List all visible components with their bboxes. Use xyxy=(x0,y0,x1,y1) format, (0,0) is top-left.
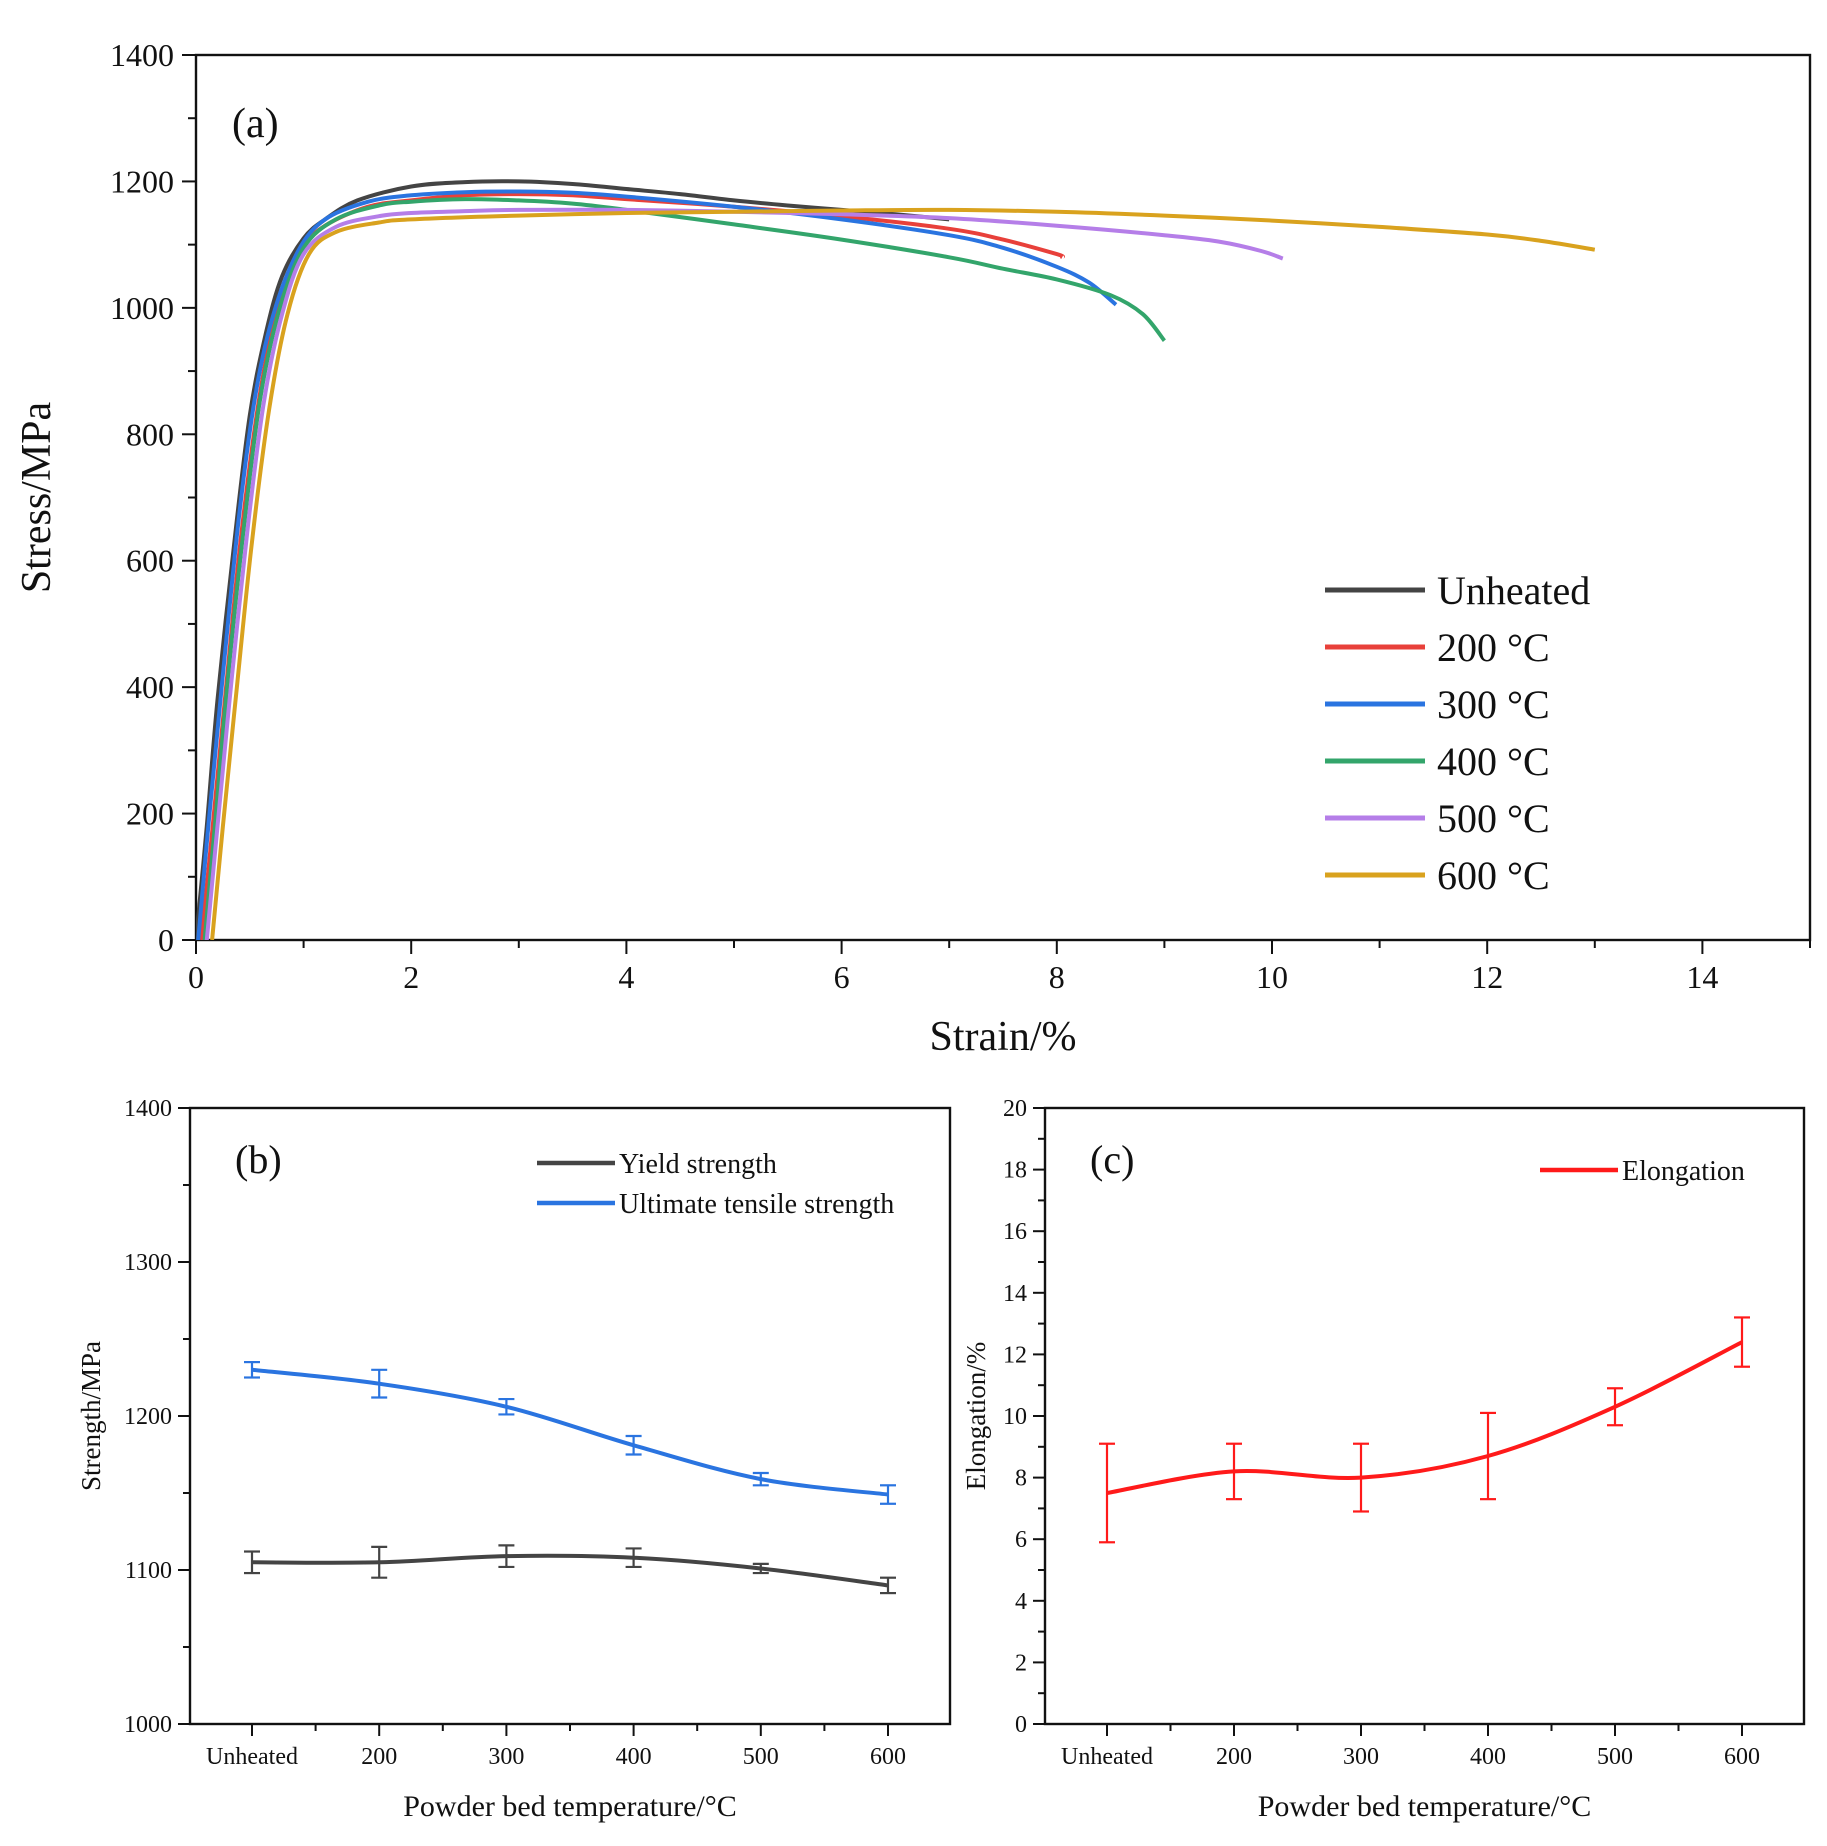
x-tick-label-b: Unheated xyxy=(206,1744,298,1770)
error-bar-c-0-3 xyxy=(1480,1411,1496,1501)
plot-frame-a xyxy=(194,53,1812,942)
x-tick-label-b: 600 xyxy=(870,1744,906,1770)
error-bar-b-1-0 xyxy=(244,1360,260,1379)
error-bar-b-0-1 xyxy=(371,1545,388,1579)
x-tick-label-b: 500 xyxy=(743,1744,779,1770)
x-tick-label-b: 200 xyxy=(361,1744,397,1770)
panel-label-c: (c) xyxy=(1090,1137,1134,1182)
y-tick-label-c: 4 xyxy=(1015,1589,1027,1615)
y-tick-label-b: 1100 xyxy=(125,1558,172,1584)
x-tick-label-b: 300 xyxy=(488,1744,524,1770)
x-tick-label-c: 400 xyxy=(1470,1744,1506,1770)
y-tick-label-a: 0 xyxy=(158,922,174,958)
error-bar-b-0-0 xyxy=(244,1550,260,1575)
x-axis-label-c: Powder bed temperature/°C xyxy=(1258,1790,1592,1823)
error-bar-c-0-0 xyxy=(1099,1442,1115,1544)
x-tick-label-a: 10 xyxy=(1256,959,1288,995)
y-axis-label-a: Stress/MPa xyxy=(14,401,60,593)
error-bar-b-0-2 xyxy=(498,1544,515,1569)
x-axis-label-a: Strain/% xyxy=(930,1014,1077,1060)
series-line-a-5 xyxy=(210,207,1596,940)
plot-frame-c xyxy=(1043,1106,1806,1726)
series-line-a-3 xyxy=(202,197,1166,940)
y-tick-label-c: 8 xyxy=(1015,1466,1027,1492)
x-tick-label-a: 6 xyxy=(834,959,850,995)
panel-c: Unheated 200 300 400 500 600 0 2 4 6 8 10 12 14 16 18 20… xyxy=(961,1096,1806,1823)
y-tick-label-c: 18 xyxy=(1003,1158,1027,1184)
legend-label-a-0: Unheated xyxy=(1437,568,1590,613)
y-tick-label-c: 12 xyxy=(1003,1342,1027,1368)
x-tick-label-a: 14 xyxy=(1686,959,1718,995)
x-tick-label-c: 300 xyxy=(1343,1744,1379,1770)
y-tick-label-a: 1400 xyxy=(110,37,174,73)
series-line-c-0 xyxy=(1106,1340,1743,1495)
x-tick-label-a: 12 xyxy=(1471,959,1503,995)
y-tick-label-a: 1000 xyxy=(110,290,174,326)
y-tick-label-a: 200 xyxy=(126,796,174,832)
error-bar-b-1-4 xyxy=(752,1471,769,1487)
error-bar-b-0-5 xyxy=(880,1576,896,1595)
x-tick-label-a: 4 xyxy=(618,959,634,995)
y-tick-label-a: 400 xyxy=(126,669,174,705)
y-tick-label-c: 10 xyxy=(1003,1404,1027,1430)
legend-label-a-5: 600 °C xyxy=(1437,853,1550,898)
error-bar-c-0-4 xyxy=(1607,1387,1623,1427)
panel-b: Unheated 200 300 400 500 600 1000 1100 1200 1300 1… xyxy=(76,1096,952,1823)
panel-label-b: (b) xyxy=(235,1137,282,1182)
error-bar-b-0-3 xyxy=(625,1547,642,1569)
x-tick-label-a: 0 xyxy=(188,959,204,995)
error-bar-c-0-2 xyxy=(1353,1442,1369,1513)
legend-label-c-0: Elongation xyxy=(1622,1156,1745,1187)
error-bar-b-0-4 xyxy=(752,1562,769,1575)
error-bar-b-1-2 xyxy=(498,1397,515,1416)
legend-label-b-1: Ultimate tensile strength xyxy=(619,1189,894,1220)
series-line-a-0 xyxy=(196,179,950,940)
x-tick-label-a: 8 xyxy=(1049,959,1065,995)
legend-label-a-4: 500 °C xyxy=(1437,796,1550,841)
y-tick-label-c: 14 xyxy=(1003,1281,1027,1307)
y-tick-label-c: 6 xyxy=(1015,1527,1027,1553)
x-tick-label-b: 400 xyxy=(616,1744,652,1770)
series-line-b-0 xyxy=(251,1553,889,1588)
x-axis-label-b: Powder bed temperature/°C xyxy=(403,1790,737,1823)
legend-label-b-0: Yield strength xyxy=(619,1149,777,1180)
series-line-a-4 xyxy=(204,207,1284,940)
y-tick-label-c: 2 xyxy=(1015,1650,1027,1676)
error-bar-c-0-1 xyxy=(1226,1442,1242,1501)
x-tick-label-c: Unheated xyxy=(1061,1744,1153,1770)
y-tick-label-b: 1000 xyxy=(124,1712,172,1738)
series-line-a-2 xyxy=(196,189,1118,940)
legend-label-a-3: 400 °C xyxy=(1437,739,1550,784)
y-axis-label-c: Elongation/% xyxy=(961,1342,991,1490)
y-tick-label-a: 800 xyxy=(126,416,174,452)
error-bar-b-1-5 xyxy=(880,1484,896,1505)
legend-label-a-1: 200 °C xyxy=(1437,625,1550,670)
x-tick-label-a: 2 xyxy=(403,959,419,995)
y-tick-label-b: 1200 xyxy=(124,1404,172,1430)
panel-a: 0 2 4 6 8 10 12 14 0 200 400 600 800 1000 1200 1400 Stra… xyxy=(14,37,1812,1060)
error-bar-c-0-5 xyxy=(1734,1316,1750,1368)
y-tick-label-c: 20 xyxy=(1003,1096,1027,1122)
series-line-b-1 xyxy=(251,1367,889,1497)
x-tick-label-c: 600 xyxy=(1724,1744,1760,1770)
panel-label-a: (a) xyxy=(232,101,279,147)
y-tick-label-b: 1400 xyxy=(124,1096,172,1122)
x-tick-label-c: 500 xyxy=(1597,1744,1633,1770)
y-tick-label-c: 0 xyxy=(1015,1712,1027,1738)
error-bar-b-1-1 xyxy=(371,1368,388,1399)
y-tick-label-b: 1300 xyxy=(124,1250,172,1276)
legend-label-a-2: 300 °C xyxy=(1437,682,1550,727)
y-tick-label-a: 1200 xyxy=(110,163,174,199)
y-tick-label-a: 600 xyxy=(126,543,174,579)
series-line-a-1 xyxy=(199,192,1065,940)
y-tick-label-c: 16 xyxy=(1003,1219,1027,1245)
error-bar-b-1-3 xyxy=(625,1434,642,1456)
x-tick-label-c: 200 xyxy=(1216,1744,1252,1770)
y-axis-label-b: Strength/MPa xyxy=(76,1341,106,1491)
